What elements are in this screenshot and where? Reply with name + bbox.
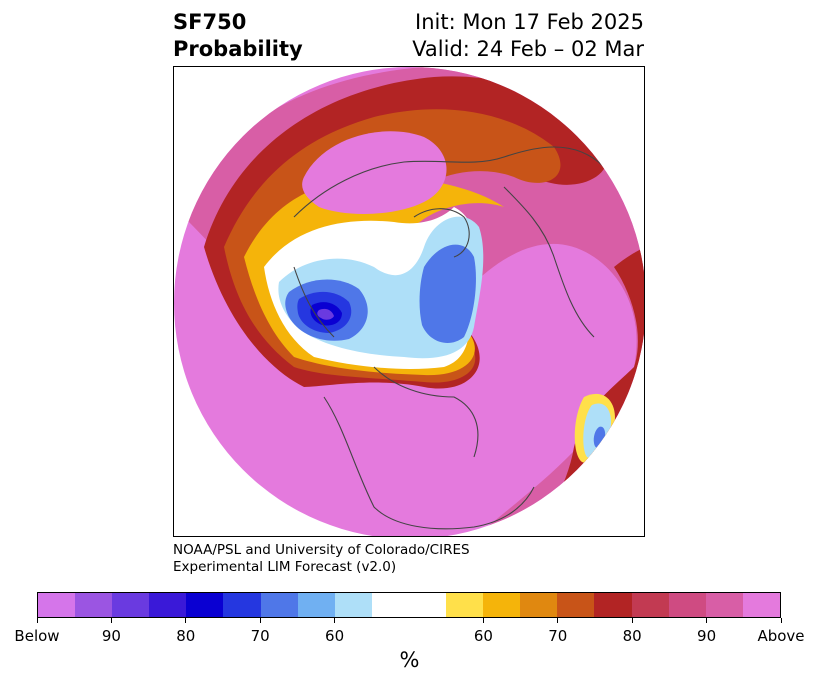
colorbar-tick-label: 60 <box>325 627 345 645</box>
colorbar-tick <box>334 618 336 623</box>
colorbar-swatch <box>668 593 706 617</box>
colorbar-swatch <box>742 593 780 617</box>
colorbar-swatch <box>186 593 224 617</box>
colorbar-swatch <box>371 593 447 617</box>
colorbar-swatch <box>38 593 76 617</box>
map-title: SF750 Probability <box>173 9 303 63</box>
colorbar-ticks: Below 90 80 70 60 60 70 80 90 Above <box>0 618 819 648</box>
colorbar <box>37 592 781 618</box>
colorbar-tick-label: 70 <box>250 627 270 645</box>
colorbar-unit: % <box>399 648 420 672</box>
colorbar-swatch <box>483 593 521 617</box>
colorbar-swatch <box>223 593 261 617</box>
colorbar-swatch <box>520 593 558 617</box>
colorbar-tick-label: 90 <box>101 627 121 645</box>
colorbar-tick <box>780 618 782 623</box>
colorbar-tick-label: 60 <box>473 627 493 645</box>
colorbar-swatch <box>557 593 595 617</box>
colorbar-tick <box>36 618 38 623</box>
colorbar-swatch <box>112 593 150 617</box>
map-panel <box>173 66 645 537</box>
colorbar-swatch <box>297 593 335 617</box>
colorbar-swatch <box>149 593 187 617</box>
colorbar-tick <box>557 618 559 623</box>
map-fill-below-70-east <box>419 244 476 344</box>
colorbar-swatch <box>75 593 113 617</box>
colorbar-swatch <box>631 593 669 617</box>
credit-line-2: Experimental LIM Forecast (v2.0) <box>173 559 397 575</box>
init-date: Init: Mon 17 Feb 2025 <box>415 10 644 34</box>
title-variable: SF750 <box>173 10 247 34</box>
colorbar-tick <box>259 618 261 623</box>
title-subtitle: Probability <box>173 37 303 61</box>
colorbar-tick-label: Above <box>757 627 805 645</box>
colorbar-tick <box>631 618 633 623</box>
credit-line-1: NOAA/PSL and University of Colorado/CIRE… <box>173 542 470 558</box>
colorbar-tick-label: 70 <box>548 627 568 645</box>
colorbar-swatch <box>260 593 298 617</box>
colorbar-tick-label: 90 <box>697 627 717 645</box>
colorbar-swatch <box>334 593 372 617</box>
colorbar-tick <box>706 618 708 623</box>
map-dates: Init: Mon 17 Feb 2025 Valid: 24 Feb – 02… <box>412 9 644 63</box>
colorbar-swatch <box>446 593 484 617</box>
colorbar-swatch <box>705 593 743 617</box>
colorbar-tick <box>185 618 187 623</box>
valid-date: Valid: 24 Feb – 02 Mar <box>412 37 644 61</box>
colorbar-tick <box>110 618 112 623</box>
colorbar-tick-label: 80 <box>622 627 642 645</box>
map-fill-below-extreme <box>317 308 334 320</box>
colorbar-swatch <box>594 593 632 617</box>
colorbar-tick <box>482 618 484 623</box>
polar-probability-map <box>174 67 644 536</box>
map-fill-above-north <box>302 131 447 214</box>
colorbar-tick-label: Below <box>14 627 60 645</box>
colorbar-tick-label: 80 <box>176 627 196 645</box>
credit-text: NOAA/PSL and University of Colorado/CIRE… <box>173 542 470 576</box>
